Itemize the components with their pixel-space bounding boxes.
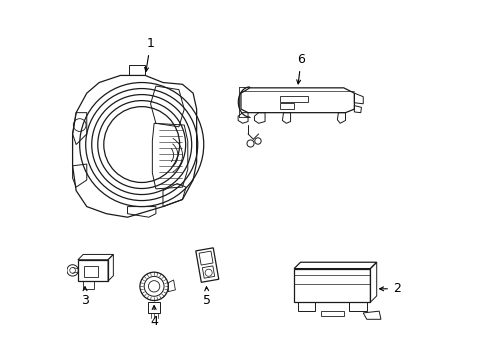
- Bar: [147, 302, 160, 313]
- Text: 4: 4: [150, 306, 158, 328]
- Text: 6: 6: [296, 53, 305, 84]
- Text: 3: 3: [81, 287, 89, 307]
- Text: 5: 5: [203, 287, 211, 307]
- Bar: [279, 96, 307, 102]
- Text: 1: 1: [144, 37, 154, 72]
- Bar: [293, 269, 369, 302]
- Bar: [78, 260, 108, 281]
- Bar: [83, 281, 94, 289]
- Bar: [84, 266, 98, 277]
- Text: 2: 2: [379, 282, 400, 295]
- Bar: [279, 103, 293, 109]
